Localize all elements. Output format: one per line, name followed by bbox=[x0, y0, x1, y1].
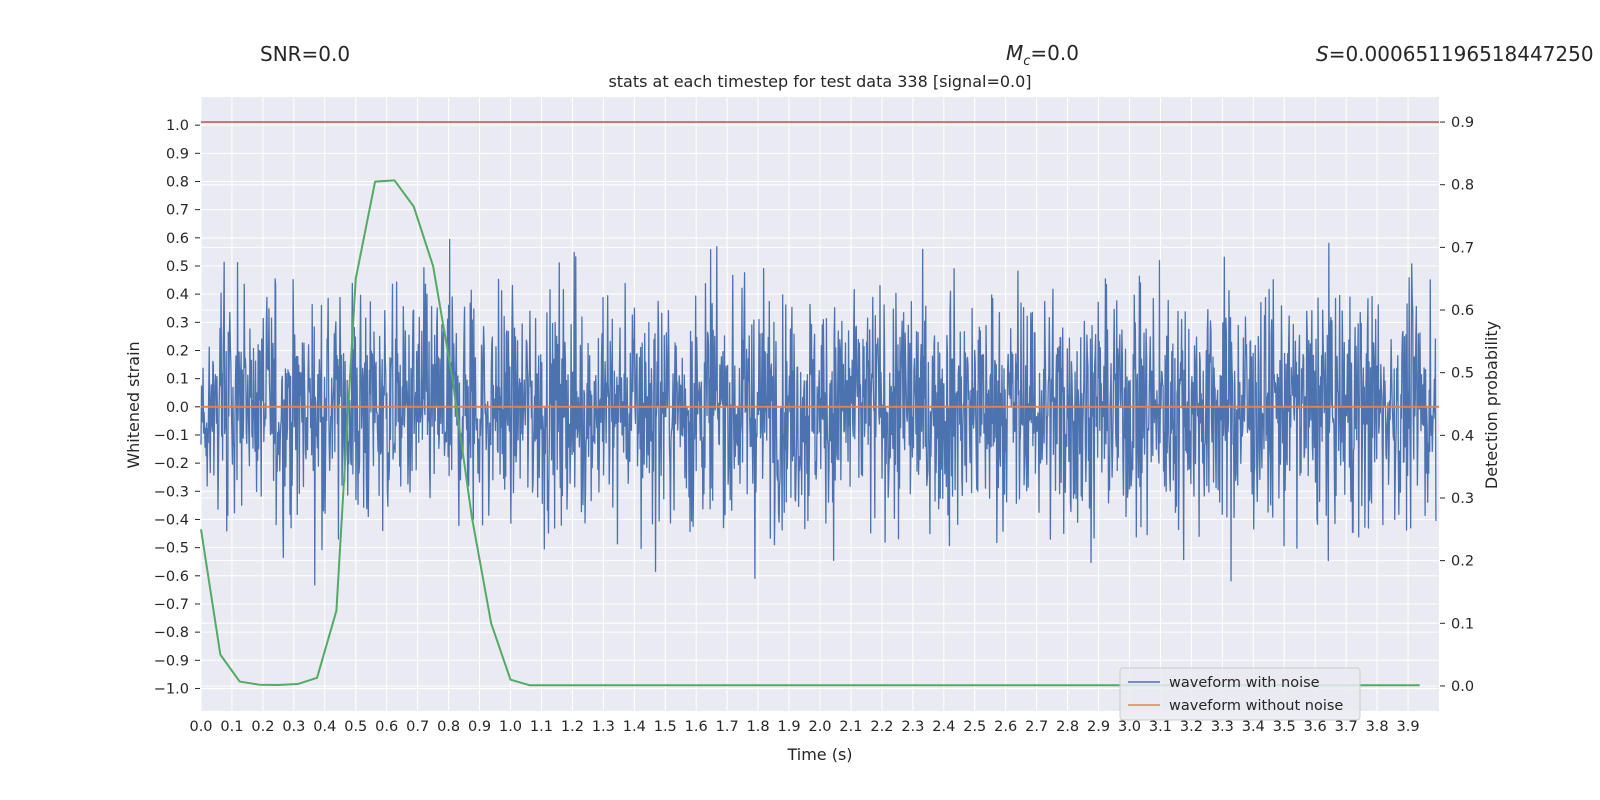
grid bbox=[200, 97, 1439, 711]
x-tick-label: 1.2 bbox=[561, 719, 584, 735]
x-tick-label: 3.3 bbox=[1211, 719, 1234, 735]
y-tick-label-left: −0.2 bbox=[154, 456, 189, 472]
x-tick-label: 2.0 bbox=[808, 719, 831, 735]
y-tick-label-left: 0.4 bbox=[166, 287, 189, 303]
x-tick-label: 3.1 bbox=[1149, 719, 1172, 735]
s-stat-value: =0.000651196518447250 bbox=[1329, 42, 1594, 66]
y-tick-label-right: 0.6 bbox=[1451, 303, 1474, 319]
detection-probability-line bbox=[200, 179, 1420, 687]
y-tick-label-left: −0.3 bbox=[154, 484, 189, 500]
x-tick-label: 3.4 bbox=[1242, 719, 1265, 735]
y-axis-left-ticks: 1.0 0.9 0.8 0.7 0.6 0.5 0.4 0.3 0.2 0.1 0.0 −0.1 −0.… bbox=[154, 118, 200, 697]
x-tick-label: 2.9 bbox=[1087, 719, 1110, 735]
x-tick-label: 0.6 bbox=[375, 719, 398, 735]
y-tick-label-right: 0.0 bbox=[1451, 679, 1474, 695]
s-stat-label: S=0.000651196518447250 bbox=[1316, 42, 1594, 66]
x-tick-label: 0.9 bbox=[468, 719, 491, 735]
waveform-with-noise-series bbox=[200, 238, 1437, 586]
chirp-mass-subscript: c bbox=[1023, 54, 1030, 69]
y-tick-label-left: −0.1 bbox=[154, 428, 189, 444]
y-tick-label-left: −0.7 bbox=[154, 597, 189, 613]
y-tick-label-left: −0.8 bbox=[154, 625, 189, 641]
x-tick-label: 0.8 bbox=[437, 719, 460, 735]
y-tick-label-right: 0.3 bbox=[1451, 491, 1474, 507]
x-tick-label: 1.1 bbox=[530, 719, 553, 735]
y-tick-label-left: 0.0 bbox=[166, 400, 189, 416]
chirp-mass-value: =0.0 bbox=[1030, 41, 1079, 65]
y-tick-label-left: 1.0 bbox=[166, 118, 189, 134]
x-tick-label: 0.4 bbox=[313, 719, 336, 735]
y-tick-label-right: 0.2 bbox=[1451, 554, 1474, 570]
y-tick-label-left: −1.0 bbox=[154, 681, 189, 697]
x-tick-label: 3.0 bbox=[1118, 719, 1141, 735]
x-tick-label: 0.3 bbox=[282, 719, 305, 735]
y-tick-label-right: 0.5 bbox=[1451, 366, 1474, 382]
x-tick-label: 3.6 bbox=[1304, 719, 1327, 735]
y-tick-label-left: −0.4 bbox=[154, 512, 189, 528]
legend: waveform with noise waveform without noi… bbox=[1119, 667, 1361, 721]
y-tick-label-right: 0.8 bbox=[1451, 178, 1474, 194]
y-tick-label-left: 0.8 bbox=[166, 174, 189, 190]
x-tick-label: 0.7 bbox=[406, 719, 429, 735]
x-tick-label: 2.7 bbox=[1025, 719, 1048, 735]
x-tick-label: 1.3 bbox=[592, 719, 615, 735]
y-axis-right-ticks: 0.9 0.8 0.7 0.6 0.5 0.4 0.3 0.2 0.1 0.0 bbox=[1440, 115, 1474, 695]
x-tick-label: 3.8 bbox=[1366, 719, 1389, 735]
overlay-series bbox=[200, 121, 1439, 687]
y-tick-label-left: 0.6 bbox=[166, 231, 189, 247]
s-stat-symbol: S bbox=[1316, 42, 1329, 66]
chirp-mass-symbol: M bbox=[1006, 41, 1023, 65]
x-tick-label: 2.2 bbox=[870, 719, 893, 735]
x-tick-label: 2.5 bbox=[963, 719, 986, 735]
legend-box bbox=[1119, 667, 1361, 721]
y-tick-label-right: 0.9 bbox=[1451, 115, 1474, 131]
snr-label: SNR=0.0 bbox=[260, 42, 350, 66]
legend-label-clean: waveform without noise bbox=[1169, 698, 1343, 714]
x-tick-label: 3.9 bbox=[1397, 719, 1420, 735]
x-tick-label: 2.1 bbox=[839, 719, 862, 735]
x-tick-label: 1.6 bbox=[685, 719, 708, 735]
y-tick-label-left: −0.5 bbox=[154, 541, 189, 557]
chart-title: stats at each timestep for test data 338… bbox=[608, 72, 1031, 91]
x-tick-label: 2.3 bbox=[901, 719, 924, 735]
y-tick-label-left: 0.9 bbox=[166, 146, 189, 162]
y-tick-label-left: −0.6 bbox=[154, 569, 189, 585]
waveform-with-noise-line bbox=[200, 238, 1437, 586]
legend-label-noise: waveform with noise bbox=[1169, 675, 1320, 691]
x-tick-label: 1.0 bbox=[499, 719, 522, 735]
y-tick-label-left: 0.1 bbox=[166, 372, 189, 388]
y-tick-label-right: 0.1 bbox=[1451, 616, 1474, 632]
x-tick-label: 3.5 bbox=[1273, 719, 1296, 735]
x-tick-label: 1.5 bbox=[654, 719, 677, 735]
y-tick-label-left: −0.9 bbox=[154, 653, 189, 669]
x-tick-label: 0.2 bbox=[251, 719, 274, 735]
x-tick-label: 1.9 bbox=[778, 719, 801, 735]
x-tick-label: 0.5 bbox=[344, 719, 367, 735]
y-tick-label-left: 0.2 bbox=[166, 343, 189, 359]
y-tick-label-left: 0.3 bbox=[166, 315, 189, 331]
x-tick-label: 3.7 bbox=[1335, 719, 1358, 735]
x-tick-label: 3.2 bbox=[1180, 719, 1203, 735]
y-tick-label-left: 0.5 bbox=[166, 259, 189, 275]
y-tick-label-left: 0.7 bbox=[166, 203, 189, 219]
x-tick-label: 0.0 bbox=[189, 719, 212, 735]
x-tick-label: 2.6 bbox=[994, 719, 1017, 735]
chirp-mass-label: Mc=0.0 bbox=[1006, 41, 1079, 69]
x-tick-label: 2.4 bbox=[932, 719, 955, 735]
y-tick-label-right: 0.4 bbox=[1451, 428, 1474, 444]
x-tick-label: 1.8 bbox=[747, 719, 770, 735]
x-tick-label: 1.7 bbox=[716, 719, 739, 735]
y-axis-right-label: Detection probability bbox=[1482, 321, 1501, 489]
x-axis-ticks: 0.0 0.1 0.2 0.3 0.4 0.5 0.6 0.7 0.8 0.9 1.0 1.1 1.2 1… bbox=[189, 719, 1419, 735]
x-tick-label: 2.8 bbox=[1056, 719, 1079, 735]
x-tick-label: 0.1 bbox=[220, 719, 243, 735]
y-axis-left-label: Whitened strain bbox=[124, 341, 143, 468]
x-tick-label: 1.4 bbox=[623, 719, 646, 735]
y-tick-label-right: 0.7 bbox=[1451, 240, 1474, 256]
x-axis-label: Time (s) bbox=[786, 745, 852, 764]
